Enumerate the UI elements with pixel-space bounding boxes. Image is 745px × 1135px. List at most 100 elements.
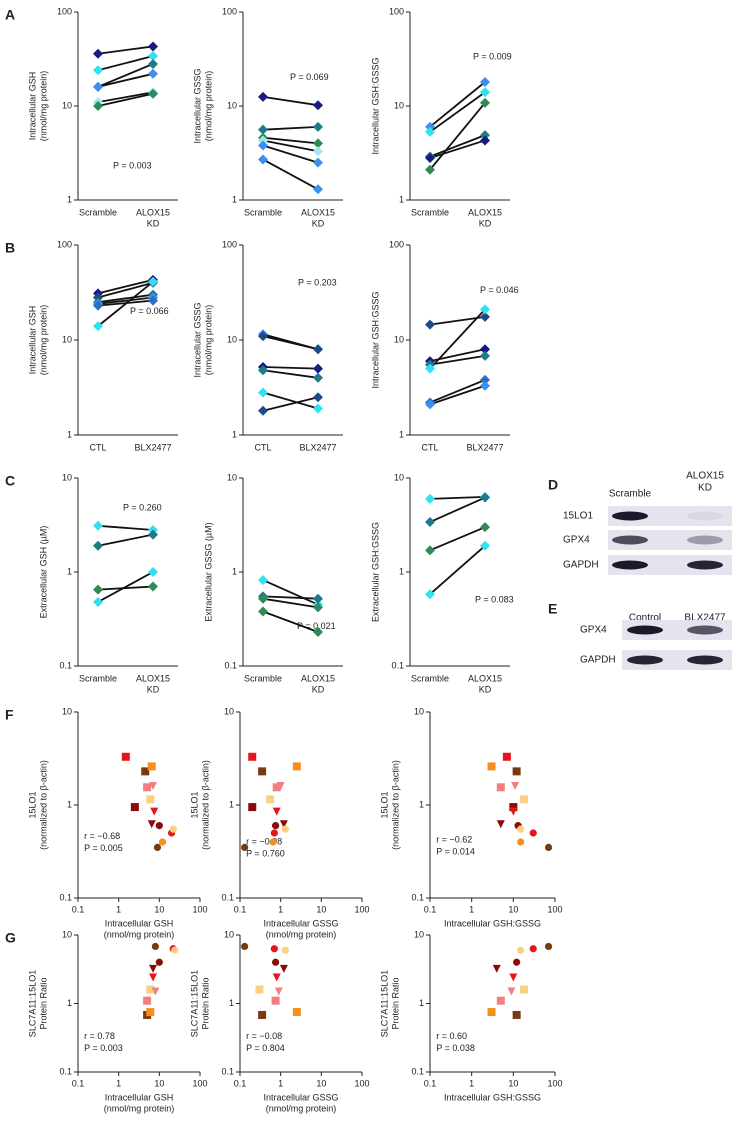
triangle-marker (492, 964, 501, 973)
panel-letter: B (5, 240, 15, 256)
x-tick-label: 0.1 (72, 904, 85, 914)
triangle-marker (279, 820, 288, 829)
diamond-marker (480, 492, 490, 503)
diamond-marker (480, 344, 490, 355)
diamond-marker (258, 593, 268, 604)
pair-line (262, 139, 319, 153)
blot-row-label: GPX4 (580, 625, 607, 636)
diamond-marker (148, 68, 158, 79)
x-tick-label: ALOX15 (136, 673, 170, 683)
diamond-marker (258, 365, 268, 376)
pair-line (262, 125, 319, 131)
square-marker (272, 783, 281, 792)
x-tick-label: CTL (89, 442, 106, 452)
diamond-marker (313, 403, 323, 414)
y-tick-label: 10 (62, 706, 72, 716)
y-tick-label: 1 (67, 429, 72, 439)
square-marker (292, 1008, 301, 1017)
x-tick-label: 100 (192, 1078, 207, 1088)
pair-line (97, 278, 154, 295)
y-tick-label: 10 (224, 706, 234, 716)
circle-marker (271, 958, 280, 966)
x-tick-label: 1 (469, 904, 474, 914)
diamond-marker (480, 380, 490, 391)
y-tick-label: 1 (399, 566, 404, 576)
triangle-marker (272, 973, 281, 982)
diamond-marker (313, 138, 323, 149)
square-marker (146, 795, 155, 804)
square-marker (496, 783, 505, 792)
annotation: r = 0.78 (84, 1031, 115, 1041)
pair-line (262, 96, 319, 107)
diamond-marker (258, 135, 268, 146)
y-axis-label: Intracellular GSH (27, 306, 37, 375)
diamond-marker (258, 606, 268, 617)
y-tick-label: 100 (389, 6, 404, 16)
x-tick-label: 0.1 (424, 1078, 437, 1088)
square-marker (292, 762, 301, 771)
diamond-marker (93, 596, 103, 607)
y-tick-label: 1 (232, 194, 237, 204)
blot-column-label: BLX2477 (684, 613, 726, 624)
diamond-marker (93, 48, 103, 59)
triangle-marker (149, 964, 158, 973)
triangle-marker (151, 987, 160, 996)
y-tick-label: 1 (229, 998, 234, 1008)
y-tick-label: 0.1 (221, 1066, 234, 1076)
y-tick-label: 1 (399, 194, 404, 204)
diamond-marker (425, 126, 435, 137)
square-marker (512, 1010, 521, 1019)
y-tick-label: 1 (419, 799, 424, 809)
x-tick-label: CTL (254, 442, 271, 452)
x-tick-label: 1 (116, 1078, 121, 1088)
triangle-marker (507, 987, 516, 996)
x-tick-label: 100 (547, 904, 562, 914)
x-tick-label: 10 (316, 1078, 326, 1088)
pair-line (429, 495, 486, 500)
diamond-marker (480, 311, 490, 322)
diamond-marker (258, 387, 268, 398)
x-tick-label: CTL (421, 442, 438, 452)
x-tick-label: ALOX15 (136, 207, 170, 217)
diamond-marker (425, 589, 435, 600)
x-tick-label: Scramble (411, 673, 449, 683)
x-tick-label: 10 (508, 904, 518, 914)
diamond-marker (258, 405, 268, 416)
triangle-marker (279, 964, 288, 973)
y-tick-label: 10 (62, 929, 72, 939)
pair-line (429, 379, 486, 404)
annotation: P = 0.760 (246, 849, 285, 859)
diamond-marker (148, 41, 158, 52)
x-axis-label: Intracellular GSSG (263, 918, 338, 928)
pair-line (97, 293, 154, 304)
x-tick-label: Scramble (244, 673, 282, 683)
y-axis-label: (nmol/mg protein) (203, 305, 213, 376)
y-tick-label: 10 (62, 100, 72, 110)
square-marker (248, 752, 257, 761)
circle-marker (151, 942, 159, 951)
pair-line (429, 102, 486, 171)
x-tick-label: 0.1 (72, 1078, 85, 1088)
x-tick-label: 1 (278, 1078, 283, 1088)
diamond-marker (148, 58, 158, 69)
diamond-marker (425, 517, 435, 528)
pair-line (97, 281, 154, 327)
y-axis-label: Protein Ratio (390, 977, 400, 1029)
y-tick-label: 1 (232, 566, 237, 576)
triangle-marker (276, 782, 285, 791)
annotation: P = 0.083 (475, 595, 514, 605)
diamond-marker (313, 121, 323, 132)
circle-marker (517, 838, 525, 846)
blot-band (687, 535, 723, 545)
y-tick-label: 0.1 (224, 660, 237, 670)
annotation: P = 0.003 (113, 161, 152, 171)
triangle-marker (149, 782, 158, 791)
diamond-marker (480, 540, 490, 551)
y-tick-label: 10 (227, 472, 237, 482)
blot-row-label: GAPDH (580, 655, 616, 666)
square-marker (255, 985, 264, 994)
square-marker (519, 795, 528, 804)
diamond-marker (93, 520, 103, 531)
y-tick-label: 1 (419, 998, 424, 1008)
diamond-marker (313, 146, 323, 157)
